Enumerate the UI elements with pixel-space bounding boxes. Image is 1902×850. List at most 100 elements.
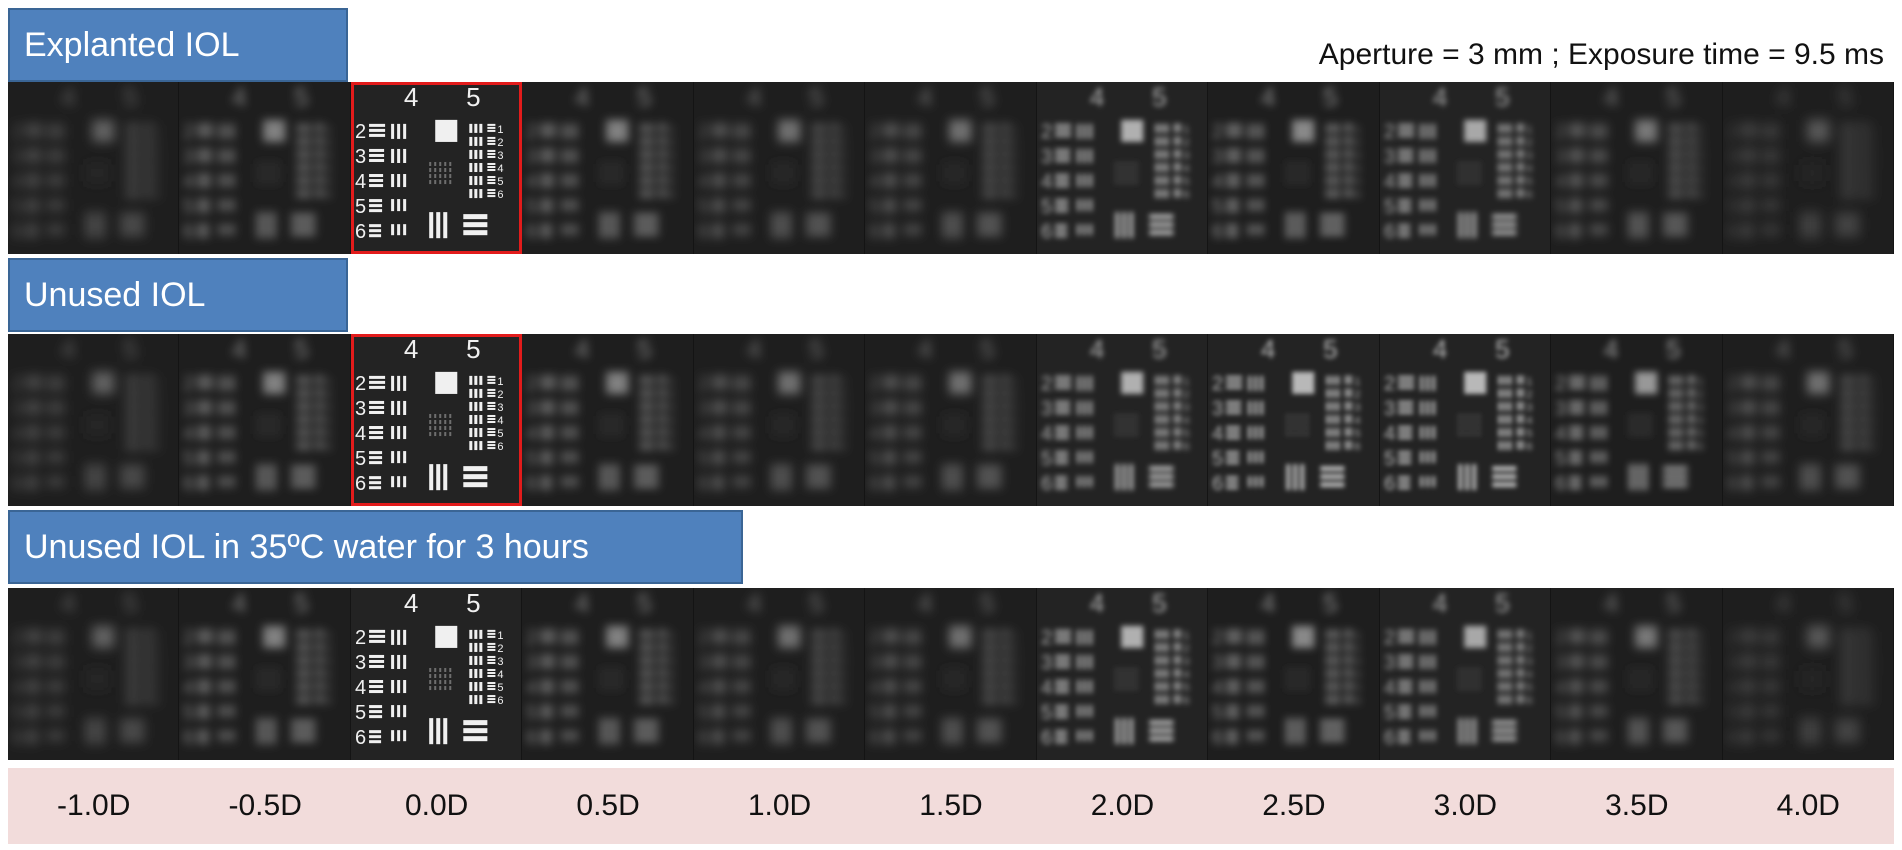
element-number: 5 — [1727, 196, 1738, 218]
element-number: 3 — [1041, 398, 1052, 420]
group-number: 5 — [466, 82, 481, 112]
element-number: 6 — [183, 727, 194, 749]
element-number: 4 — [1212, 423, 1223, 445]
element-number-small: 6 — [1183, 189, 1189, 201]
element-number-small: 4 — [1697, 669, 1703, 681]
element-number-small: 3 — [1526, 656, 1532, 668]
group-number: 4 — [747, 334, 762, 364]
element-number-small: 1 — [1869, 376, 1875, 388]
element-number-small: 3 — [1183, 402, 1189, 414]
element-number: 2 — [1384, 627, 1395, 649]
group-number: 5 — [809, 334, 824, 364]
element-number-small: 2 — [1183, 643, 1189, 655]
element-number-small: 3 — [840, 656, 846, 668]
element-number: 3 — [698, 146, 709, 168]
element-number-small: 6 — [1697, 189, 1703, 201]
element-number-small: 6 — [1355, 441, 1361, 453]
element-number-small: 6 — [497, 441, 503, 453]
defocus-label: 1.0D — [747, 789, 812, 822]
element-number-small: 2 — [1355, 643, 1361, 655]
element-number-small: 6 — [326, 695, 332, 707]
group-number: 4 — [747, 588, 762, 618]
defocus-label: 3.5D — [1605, 789, 1669, 822]
element-number-small: 3 — [1869, 402, 1875, 414]
group-number: 4 — [575, 334, 590, 364]
element-number-small: 1 — [840, 630, 846, 642]
element-number: 2 — [1727, 121, 1738, 143]
element-number-small: 6 — [326, 189, 332, 201]
element-number: 4 — [1727, 171, 1738, 193]
element-number: 2 — [12, 121, 23, 143]
element-number: 2 — [526, 121, 537, 143]
group-number: 4 — [575, 588, 590, 618]
element-number: 4 — [183, 677, 194, 699]
element-number-small: 5 — [840, 176, 846, 188]
element-number-small: 3 — [326, 150, 332, 162]
element-number: 3 — [355, 146, 366, 168]
group-number: 4 — [1090, 334, 1105, 364]
element-number: 6 — [183, 473, 194, 495]
element-number: 5 — [1041, 702, 1052, 724]
element-number: 4 — [1041, 677, 1052, 699]
element-number-small: 2 — [154, 389, 160, 401]
element-number: 3 — [1555, 652, 1566, 674]
row-label-unused: Unused IOL — [8, 258, 348, 332]
element-number: 4 — [1384, 423, 1395, 445]
element-number-small: 2 — [154, 137, 160, 149]
group-number: 5 — [637, 334, 652, 364]
element-number-small: 2 — [1183, 137, 1189, 149]
element-number: 2 — [355, 121, 366, 143]
defocus-axis: -1.0D -0.5D 0.0D 0.5D 1.0D 1.5D 2.0D 2.5D 3.0D 3.… — [8, 768, 1894, 844]
element-number: 4 — [1384, 171, 1395, 193]
element-number: 3 — [183, 146, 194, 168]
group-number: 4 — [61, 82, 76, 112]
element-number-small: 1 — [840, 376, 846, 388]
element-number-small: 2 — [326, 389, 332, 401]
element-number: 4 — [183, 171, 194, 193]
element-number-small: 1 — [497, 630, 503, 642]
element-number-small: 6 — [1355, 695, 1361, 707]
element-number-small: 1 — [326, 376, 332, 388]
element-number-small: 1 — [497, 124, 503, 136]
defocus-label: 4.0D — [1776, 789, 1840, 822]
group-number: 5 — [1838, 588, 1853, 618]
element-number-small: 1 — [669, 124, 675, 136]
element-number-small: 1 — [154, 124, 160, 136]
element-number: 4 — [526, 677, 537, 699]
element-number-small: 5 — [1526, 176, 1532, 188]
element-number-small: 6 — [326, 441, 332, 453]
element-number-small: 6 — [1526, 189, 1532, 201]
element-number: 5 — [526, 702, 537, 724]
element-number-small: 3 — [1697, 656, 1703, 668]
element-number-small: 4 — [840, 415, 846, 427]
group-number: 4 — [232, 588, 247, 618]
element-number: 3 — [869, 398, 880, 420]
element-number: 3 — [1384, 398, 1395, 420]
element-number-small: 6 — [1012, 695, 1018, 707]
element-number-small: 5 — [1697, 682, 1703, 694]
element-number: 2 — [1212, 373, 1223, 395]
element-number-small: 6 — [840, 695, 846, 707]
element-number: 6 — [869, 727, 880, 749]
element-number-small: 4 — [1012, 669, 1018, 681]
element-number-small: 3 — [669, 150, 675, 162]
element-number-small: 4 — [326, 163, 332, 175]
element-number-small: 4 — [1183, 669, 1189, 681]
element-number: 4 — [355, 171, 366, 193]
group-number: 4 — [61, 334, 76, 364]
element-number: 6 — [1555, 473, 1566, 495]
element-number: 3 — [1384, 652, 1395, 674]
element-number: 2 — [355, 627, 366, 649]
